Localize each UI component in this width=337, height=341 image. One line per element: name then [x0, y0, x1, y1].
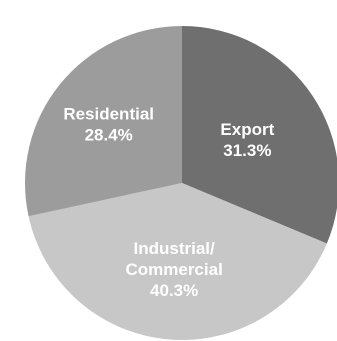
slice-category-label: Commercial: [125, 260, 222, 279]
slice-percent-label: 40.3%: [150, 281, 198, 300]
pie-slice-3: [24, 26, 182, 217]
slice-category-label: Industrial/: [134, 239, 216, 258]
slice-category-label: Residential: [63, 104, 154, 123]
slice-category-label: Export: [220, 120, 274, 139]
pie-labels: Export 31.3% Industrial/Commercial 40.3% Res…: [63, 104, 274, 300]
pie-slice-2: [28, 183, 327, 341]
pie-slice-1: [182, 26, 337, 244]
slice-percent-label: 31.3%: [223, 141, 271, 160]
pie-slices: [24, 26, 337, 341]
slice-percent-label: 28.4%: [85, 125, 133, 144]
